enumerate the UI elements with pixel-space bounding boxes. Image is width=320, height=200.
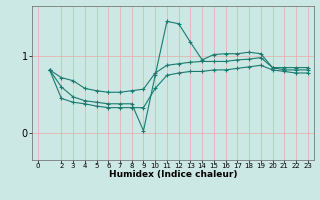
X-axis label: Humidex (Indice chaleur): Humidex (Indice chaleur) bbox=[108, 170, 237, 179]
